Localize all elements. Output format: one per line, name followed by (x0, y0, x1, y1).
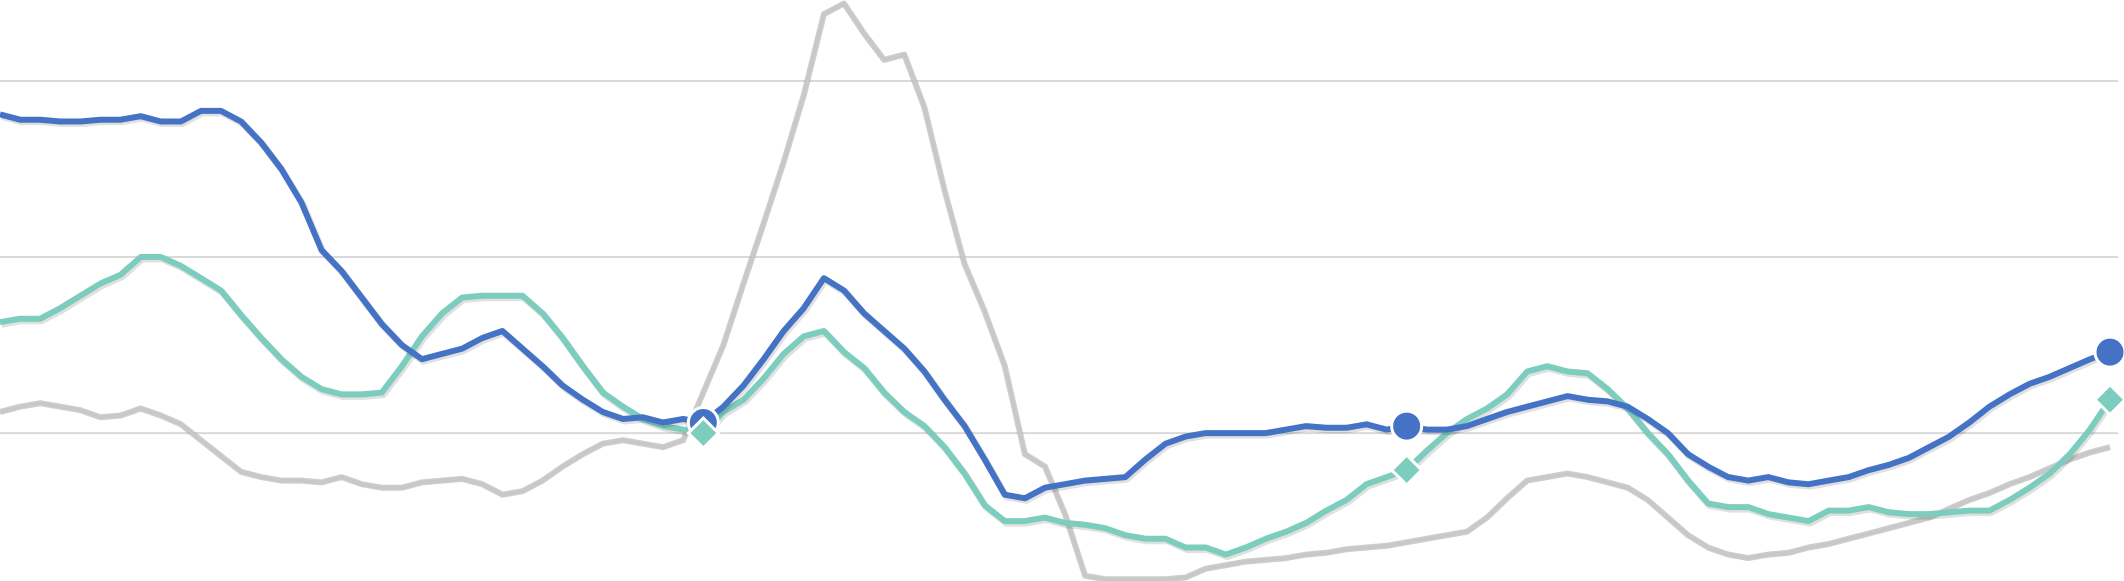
data-point-marker-diamond (686, 415, 721, 451)
series-line-blue-shadow (0, 109, 2113, 504)
data-point-marker-diamond (2092, 382, 2124, 417)
series-line-teal (0, 254, 2113, 558)
series-line-blue (0, 107, 2111, 502)
series-line-teal-shadow (0, 255, 2115, 561)
data-point-marker-diamond (1389, 452, 1424, 488)
data-point-marker-circle (2093, 335, 2124, 369)
gridlines (0, 79, 2118, 435)
series-markers (686, 335, 2124, 488)
data-point-marker-circle (1390, 409, 1424, 443)
